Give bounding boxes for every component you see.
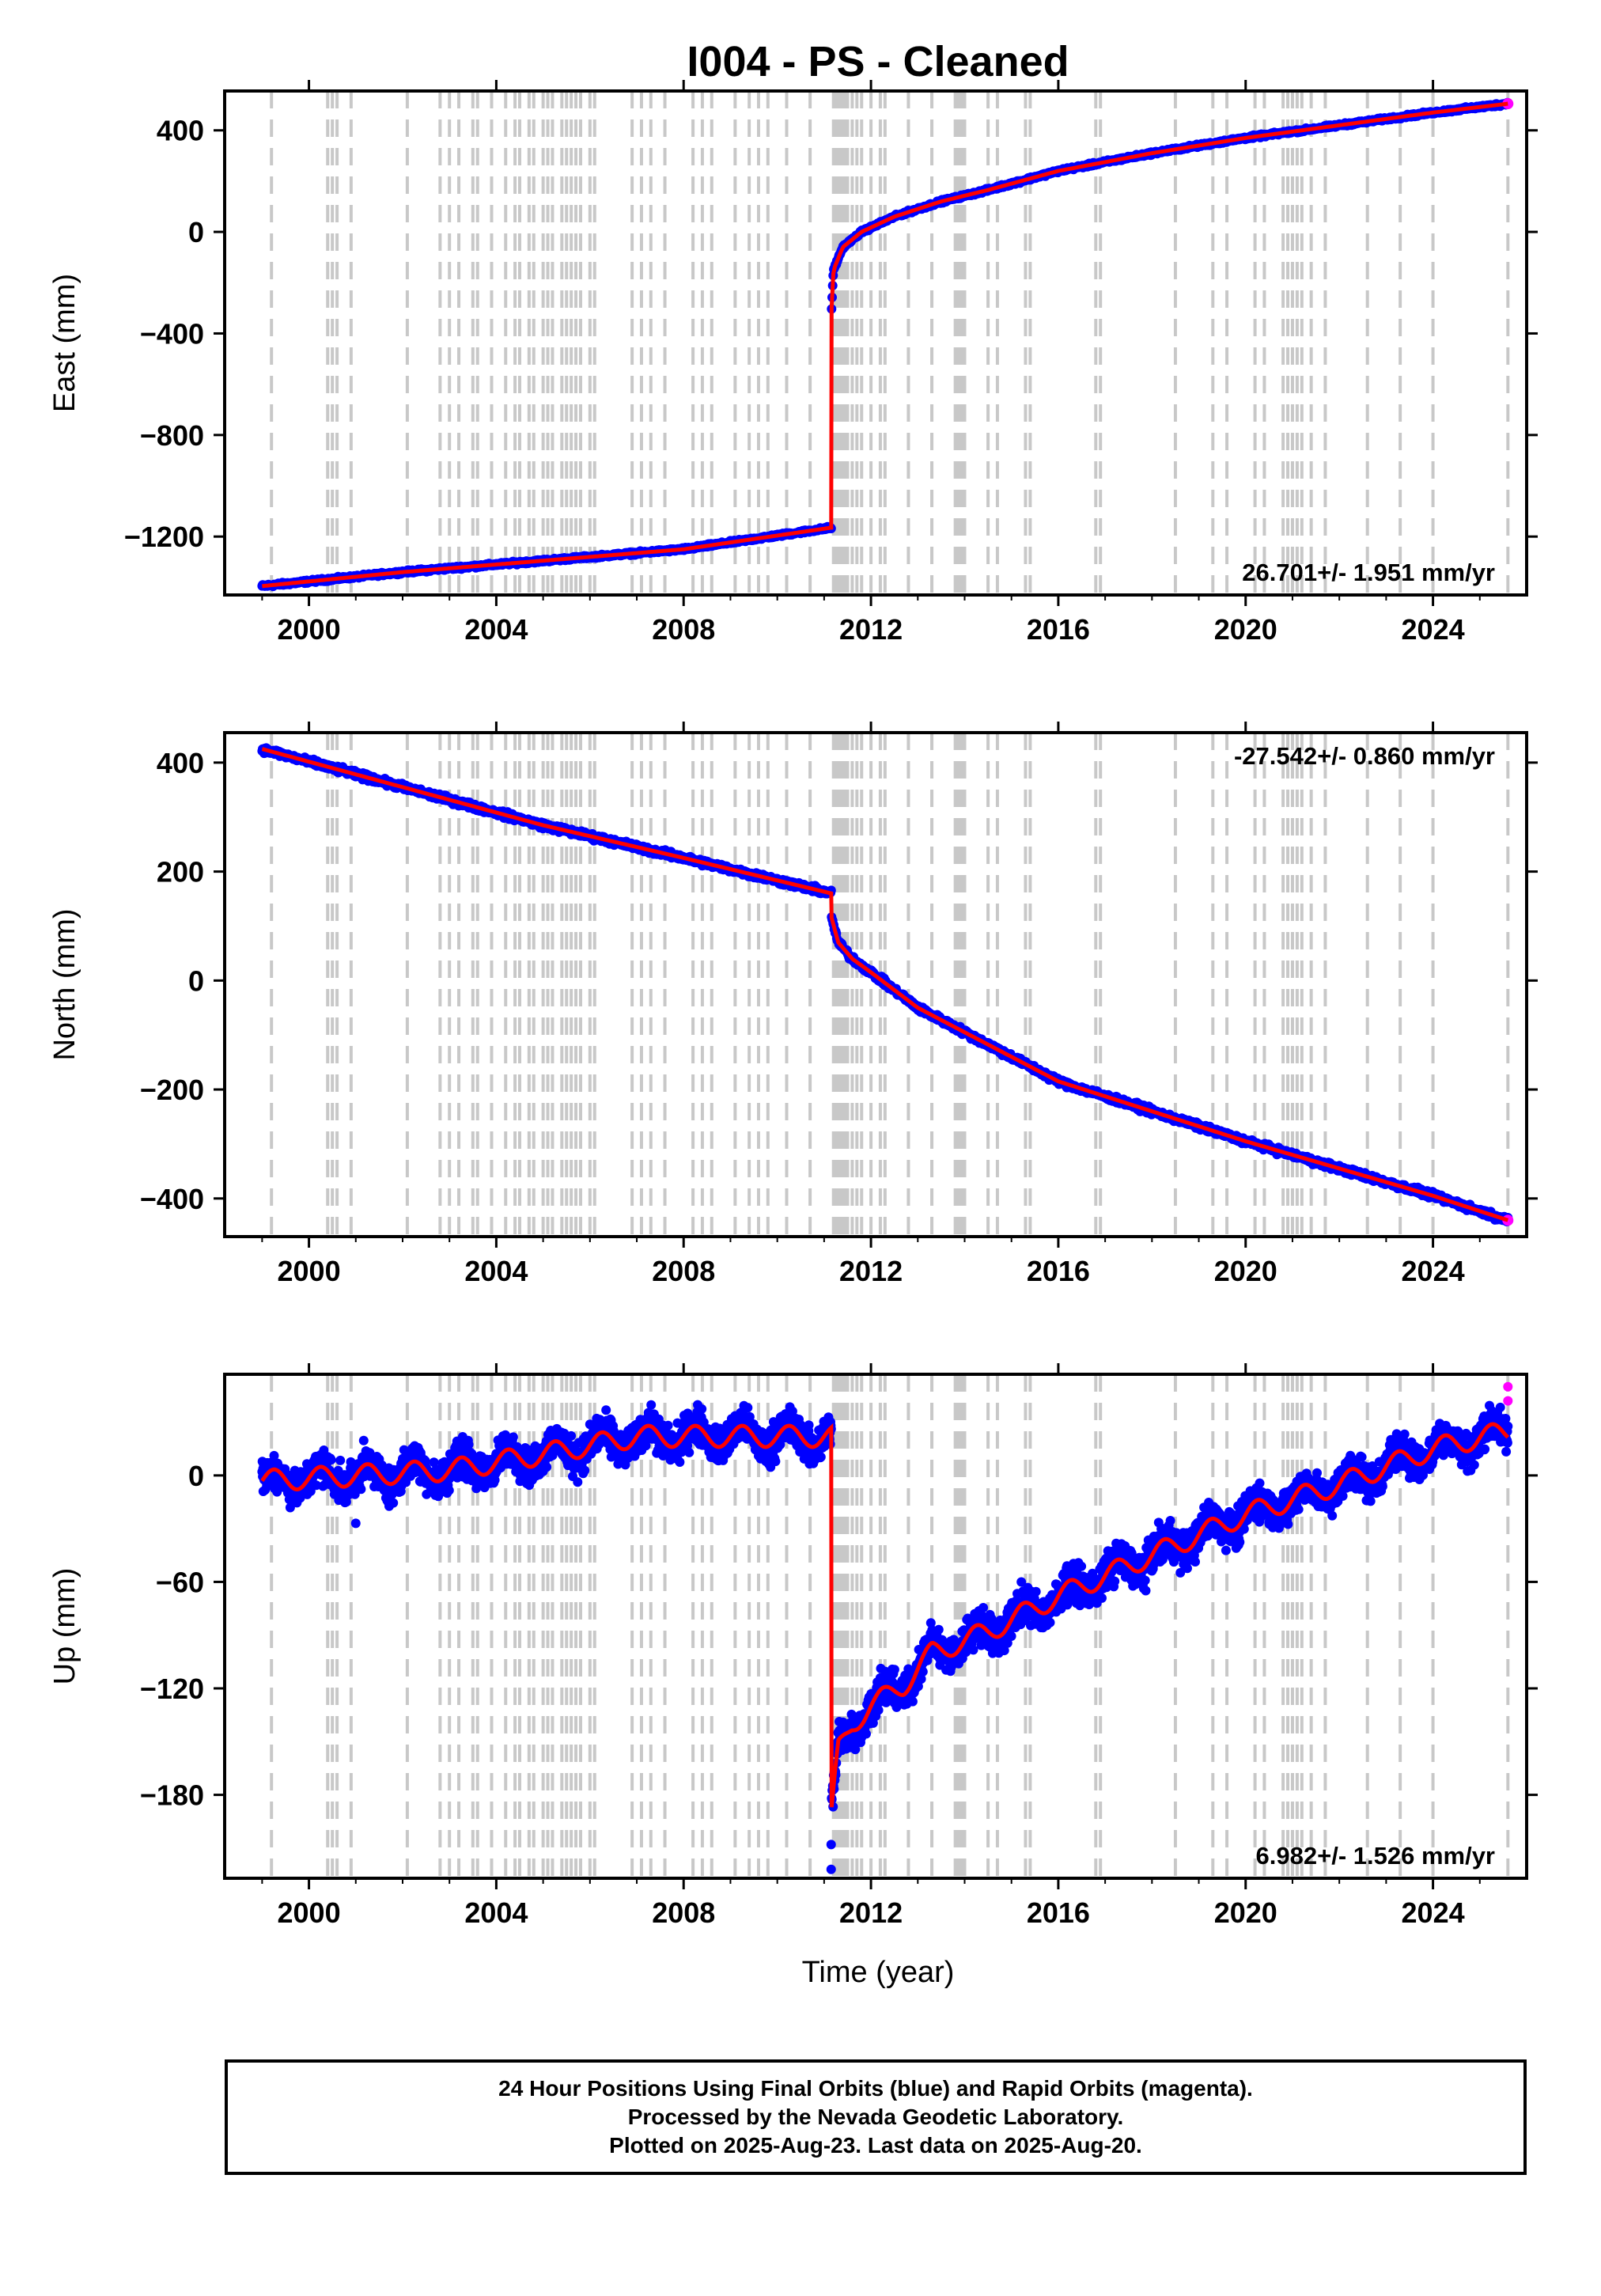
panel-1: 2000 2004 2008 2012 2016 2020 2024 400 0 −400 −800… [48, 80, 1538, 646]
x-tick-label: 2008 [652, 613, 715, 646]
x-tick-label: 2016 [1027, 613, 1090, 646]
x-tick-label: 2020 [1214, 613, 1277, 646]
rapid-orbit-point [1502, 98, 1514, 110]
panel-2: 2000 2004 2008 2012 2016 2020 20244002000−200−… [48, 722, 1538, 1287]
x-tick-label: 2000 [278, 613, 341, 646]
event-lines [270, 91, 1510, 595]
x-tick-label: 2012 [839, 613, 903, 646]
plot-frame [223, 89, 1528, 597]
y-tick-label: 400 [157, 115, 204, 147]
final-orbit-points [257, 97, 1514, 592]
rate-label: 26.701+/- 1.951 mm/yr [1242, 559, 1495, 586]
y-tick-label: −800 [140, 419, 204, 452]
x-tick-label: 2024 [1402, 613, 1465, 646]
model-line [262, 101, 1508, 589]
y-tick-label: −400 [140, 317, 204, 350]
y-tick-label: 0 [188, 216, 204, 248]
y-tick-label: −1200 [124, 521, 204, 553]
chart-title: I004 - PS - Cleaned [687, 38, 1069, 85]
model-path [262, 101, 1508, 589]
x-tick-label: 2004 [464, 613, 528, 646]
y-axis-label: East (mm) [48, 274, 81, 412]
